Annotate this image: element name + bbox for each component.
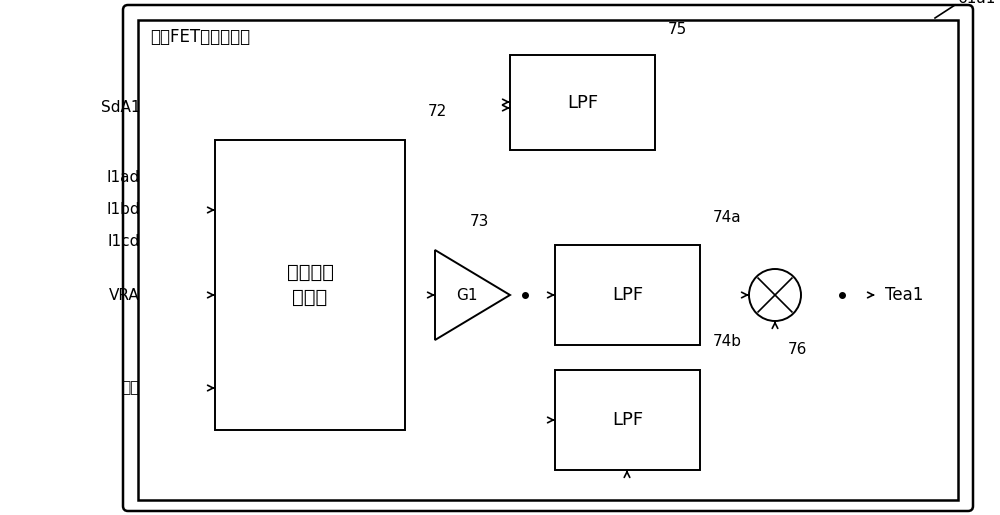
Text: 61a1: 61a1 <box>958 0 996 6</box>
Text: I1ad: I1ad <box>107 170 140 185</box>
Text: 占空: 占空 <box>122 381 140 396</box>
Bar <box>555 245 700 345</box>
Text: VRA: VRA <box>109 287 140 302</box>
Text: SdA1: SdA1 <box>100 100 140 115</box>
Text: 74a: 74a <box>713 210 742 225</box>
Text: LPF: LPF <box>612 411 643 429</box>
Text: I1bd: I1bd <box>106 202 140 217</box>
Text: 高側FET温度推定部: 高側FET温度推定部 <box>150 28 250 46</box>
Text: LPF: LPF <box>612 286 643 304</box>
Bar <box>138 20 958 500</box>
Text: 75: 75 <box>668 23 687 38</box>
Text: 74b: 74b <box>713 335 742 350</box>
Text: I1cd: I1cd <box>108 234 140 249</box>
Text: 72: 72 <box>428 105 447 119</box>
Text: LPF: LPF <box>567 94 598 112</box>
Polygon shape <box>435 250 510 340</box>
Text: G1: G1 <box>456 287 477 302</box>
FancyBboxPatch shape <box>123 5 973 511</box>
Text: 73: 73 <box>470 215 489 230</box>
Text: Tea1: Tea1 <box>885 286 923 304</box>
Bar <box>555 370 700 470</box>
Text: 損耗電力
運算部: 損耗電力 運算部 <box>287 263 334 307</box>
Text: 76: 76 <box>788 341 807 356</box>
Bar <box>510 55 655 150</box>
Bar <box>215 140 405 430</box>
